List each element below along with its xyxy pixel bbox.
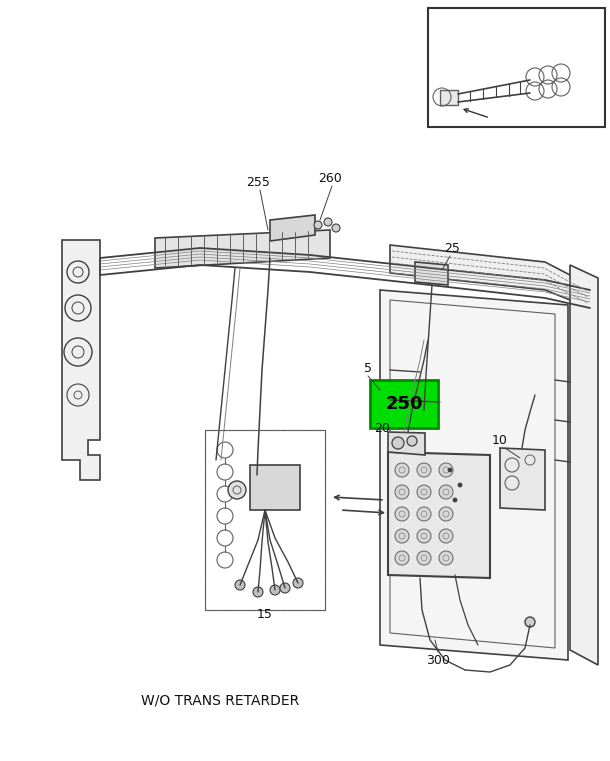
Circle shape bbox=[417, 507, 431, 521]
Circle shape bbox=[417, 551, 431, 565]
Circle shape bbox=[235, 580, 245, 590]
Text: 20: 20 bbox=[374, 422, 390, 435]
Circle shape bbox=[448, 468, 452, 472]
Bar bbox=[370, 380, 438, 428]
Polygon shape bbox=[415, 262, 448, 285]
Text: 15: 15 bbox=[257, 609, 273, 622]
Text: 25: 25 bbox=[444, 241, 460, 254]
Circle shape bbox=[395, 551, 409, 565]
Circle shape bbox=[439, 485, 453, 499]
Circle shape bbox=[253, 587, 263, 597]
Polygon shape bbox=[62, 240, 100, 480]
Polygon shape bbox=[440, 90, 458, 105]
Circle shape bbox=[270, 585, 280, 595]
Polygon shape bbox=[250, 465, 300, 510]
Circle shape bbox=[525, 617, 535, 627]
Circle shape bbox=[228, 481, 246, 499]
Polygon shape bbox=[500, 448, 545, 510]
Circle shape bbox=[417, 529, 431, 543]
Polygon shape bbox=[390, 245, 590, 310]
Polygon shape bbox=[388, 432, 425, 455]
Polygon shape bbox=[270, 215, 315, 241]
Text: 300: 300 bbox=[426, 654, 450, 667]
Circle shape bbox=[332, 224, 340, 232]
Circle shape bbox=[392, 437, 404, 449]
Circle shape bbox=[314, 221, 322, 229]
Circle shape bbox=[293, 578, 303, 588]
Bar bbox=[428, 8, 605, 127]
Text: 5: 5 bbox=[364, 361, 372, 374]
Polygon shape bbox=[380, 290, 568, 660]
Polygon shape bbox=[155, 230, 330, 268]
Circle shape bbox=[395, 463, 409, 477]
Circle shape bbox=[395, 507, 409, 521]
Polygon shape bbox=[388, 452, 490, 578]
Circle shape bbox=[395, 529, 409, 543]
Text: 10: 10 bbox=[492, 434, 508, 447]
Circle shape bbox=[324, 218, 332, 226]
Circle shape bbox=[439, 551, 453, 565]
Bar bbox=[205, 430, 325, 610]
Circle shape bbox=[453, 498, 457, 502]
Text: 250: 250 bbox=[386, 395, 423, 413]
Polygon shape bbox=[570, 265, 598, 665]
Circle shape bbox=[458, 483, 462, 487]
Circle shape bbox=[407, 436, 417, 446]
Text: W/O TRANS RETARDER: W/O TRANS RETARDER bbox=[141, 693, 299, 707]
Circle shape bbox=[439, 463, 453, 477]
Text: 255: 255 bbox=[246, 176, 270, 189]
Circle shape bbox=[280, 583, 290, 593]
Text: 260: 260 bbox=[318, 171, 342, 184]
Circle shape bbox=[417, 463, 431, 477]
Circle shape bbox=[439, 507, 453, 521]
Circle shape bbox=[395, 485, 409, 499]
Circle shape bbox=[439, 529, 453, 543]
Circle shape bbox=[417, 485, 431, 499]
